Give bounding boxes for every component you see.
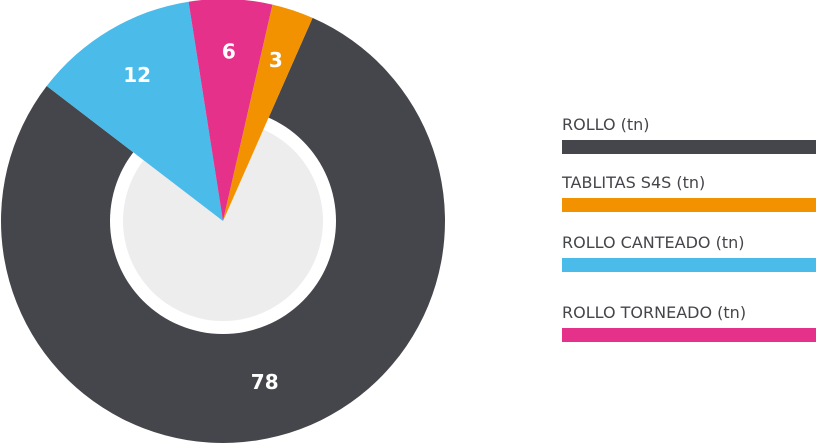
- data-label: 12: [123, 63, 151, 87]
- legend-label: ROLLO CANTEADO (tn): [562, 233, 744, 252]
- legend-swatch: [562, 198, 816, 212]
- legend-label: ROLLO TORNEADO (tn): [562, 303, 746, 322]
- donut-slice: [46, 1, 223, 221]
- data-label: 78: [251, 370, 279, 394]
- donut-slice: [188, 0, 273, 221]
- legend-swatch: [562, 258, 816, 272]
- legend-swatch: [562, 328, 816, 342]
- data-label: 6: [222, 40, 236, 64]
- legend-label: ROLLO (tn): [562, 115, 650, 134]
- legend-swatch: [562, 140, 816, 154]
- legend-label: TABLITAS S4S (tn): [561, 173, 705, 192]
- donut-slice: [223, 4, 313, 221]
- data-label: 3: [269, 48, 283, 72]
